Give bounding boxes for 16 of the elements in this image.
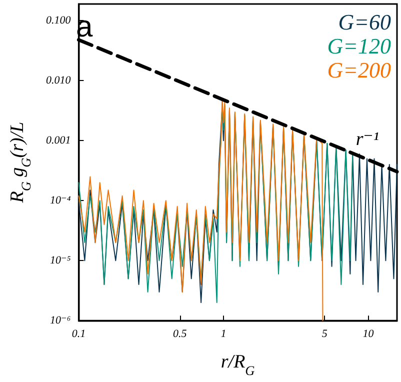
- y-tick-label: 0.100: [46, 14, 72, 27]
- text: G=200: [327, 58, 391, 82]
- y-axis-title: RG gG(r)/L: [7, 122, 34, 204]
- x-tick-label: 0.1: [72, 328, 86, 340]
- text: G=120: [327, 34, 391, 58]
- y-tick-label: 0.001: [46, 134, 71, 147]
- annotation: r⁻¹: [356, 129, 380, 150]
- text: G=60: [338, 10, 391, 34]
- x-tick-label: 0.5: [173, 328, 188, 340]
- x-tick-label: 10: [362, 328, 374, 340]
- x-tick-label: 1: [220, 328, 226, 340]
- y-tick-label: 10⁻⁶: [50, 314, 71, 327]
- y-tick-label: 0.010: [46, 74, 72, 87]
- x-tick-label: 5: [322, 328, 328, 340]
- y-tick-label: 10⁻⁴: [50, 194, 71, 207]
- y-tick-label: 10⁻⁵: [50, 254, 71, 267]
